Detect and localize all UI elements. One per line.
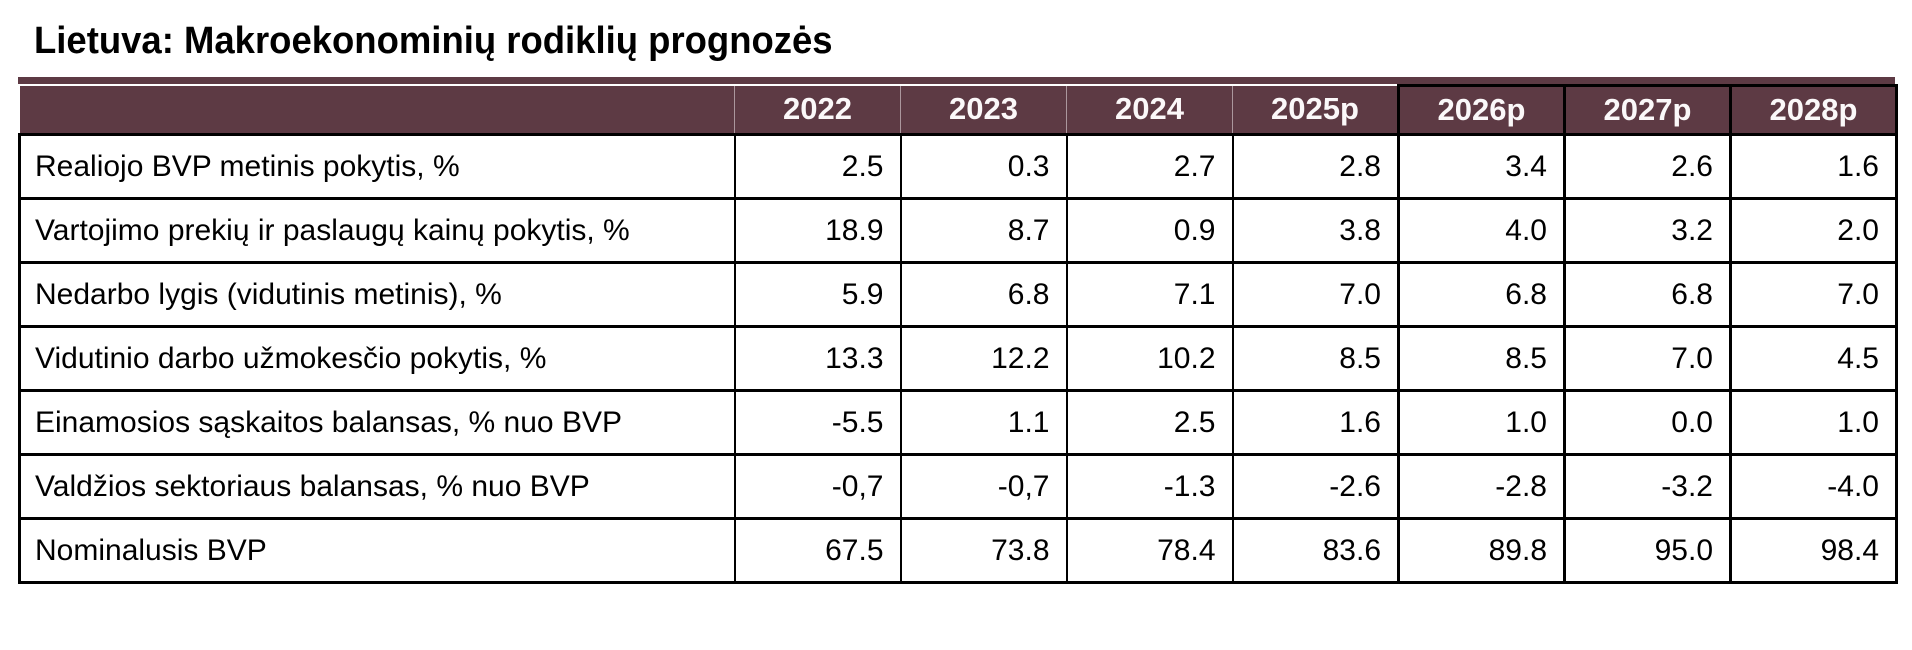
table-row-nominal-gdp: Nominalusis BVP 67.5 73.8 78.4 83.6 89.8… <box>18 517 1898 584</box>
value-cell: 6.8 <box>899 261 1068 328</box>
row-label: Vidutinio darbo užmokesčio pokytis, % <box>18 325 736 392</box>
value-cell: 8.5 <box>1397 325 1566 392</box>
value-cell: -4.0 <box>1729 453 1898 520</box>
value-cell: 2.5 <box>1065 389 1234 456</box>
value-cell: 2.5 <box>733 133 902 200</box>
value-cell: 7.1 <box>1065 261 1234 328</box>
value-cell: 0.9 <box>1065 197 1234 264</box>
value-cell: -0,7 <box>899 453 1068 520</box>
header-row: 2022 2023 2024 2025p 2026p 2027p 2028p <box>19 84 1898 136</box>
value-cell: 3.8 <box>1231 197 1400 264</box>
value-cell: -1.3 <box>1065 453 1234 520</box>
table-row-unemployment: Nedarbo lygis (vidutinis metinis), % 5.9… <box>18 261 1898 328</box>
value-cell: 78.4 <box>1065 517 1234 584</box>
value-cell: 18.9 <box>733 197 902 264</box>
value-cell: -2.6 <box>1231 453 1400 520</box>
table-row-government-balance: Valdžios sektoriaus balansas, % nuo BVP … <box>18 453 1898 520</box>
value-cell: 89.8 <box>1397 517 1566 584</box>
header-cell-2022: 2022 <box>734 85 901 136</box>
header-cell-indicator <box>19 85 735 136</box>
value-cell: -2.8 <box>1397 453 1566 520</box>
header-cell-2023: 2023 <box>900 85 1067 136</box>
table-row-real-gdp: Realiojo BVP metinis pokytis, % 2.5 0.3 … <box>18 133 1898 200</box>
page-title: Lietuva: Makroekonominių rodiklių progno… <box>34 20 833 62</box>
value-cell: 13.3 <box>733 325 902 392</box>
value-cell: 2.7 <box>1065 133 1234 200</box>
row-label: Nedarbo lygis (vidutinis metinis), % <box>18 261 736 328</box>
table-row-wages: Vidutinio darbo užmokesčio pokytis, % 13… <box>18 325 1898 392</box>
value-cell: 6.8 <box>1563 261 1732 328</box>
value-cell: 2.0 <box>1729 197 1898 264</box>
header-cell-2026p: 2026p <box>1397 84 1566 136</box>
value-cell: 1.0 <box>1397 389 1566 456</box>
value-cell: 4.5 <box>1729 325 1898 392</box>
value-cell: 95.0 <box>1563 517 1732 584</box>
row-label: Valdžios sektoriaus balansas, % nuo BVP <box>18 453 736 520</box>
row-label: Realiojo BVP metinis pokytis, % <box>18 133 736 200</box>
value-cell: 3.2 <box>1563 197 1732 264</box>
value-cell: 12.2 <box>899 325 1068 392</box>
value-cell: 1.6 <box>1729 133 1898 200</box>
row-label: Vartojimo prekių ir paslaugų kainų pokyt… <box>18 197 736 264</box>
macro-forecast-table: 2022 2023 2024 2025p 2026p 2027p 2028p R… <box>18 84 1898 584</box>
header-cell-2025p: 2025p <box>1232 85 1399 136</box>
value-cell: 1.6 <box>1231 389 1400 456</box>
value-cell: 3.4 <box>1397 133 1566 200</box>
value-cell: 2.6 <box>1563 133 1732 200</box>
header-cap-strip <box>18 77 1895 84</box>
value-cell: 1.1 <box>899 389 1068 456</box>
value-cell: 10.2 <box>1065 325 1234 392</box>
header-cell-2027p: 2027p <box>1563 84 1732 136</box>
value-cell: 1.0 <box>1729 389 1898 456</box>
value-cell: 7.0 <box>1729 261 1898 328</box>
row-label: Nominalusis BVP <box>18 517 736 584</box>
value-cell: 6.8 <box>1397 261 1566 328</box>
table-row-inflation: Vartojimo prekių ir paslaugų kainų pokyt… <box>18 197 1898 264</box>
value-cell: 4.0 <box>1397 197 1566 264</box>
value-cell: -3.2 <box>1563 453 1732 520</box>
value-cell: 73.8 <box>899 517 1068 584</box>
value-cell: 2.8 <box>1231 133 1400 200</box>
value-cell: 5.9 <box>733 261 902 328</box>
value-cell: -5.5 <box>733 389 902 456</box>
value-cell: 0.0 <box>1563 389 1732 456</box>
value-cell: 8.7 <box>899 197 1068 264</box>
value-cell: 7.0 <box>1231 261 1400 328</box>
value-cell: 83.6 <box>1231 517 1400 584</box>
table-row-current-account: Einamosios sąskaitos balansas, % nuo BVP… <box>18 389 1898 456</box>
header-cell-2024: 2024 <box>1066 85 1233 136</box>
value-cell: 0.3 <box>899 133 1068 200</box>
value-cell: -0,7 <box>733 453 902 520</box>
header-cell-2028p: 2028p <box>1729 84 1898 136</box>
row-label: Einamosios sąskaitos balansas, % nuo BVP <box>18 389 736 456</box>
value-cell: 98.4 <box>1729 517 1898 584</box>
value-cell: 8.5 <box>1231 325 1400 392</box>
value-cell: 67.5 <box>733 517 902 584</box>
value-cell: 7.0 <box>1563 325 1732 392</box>
